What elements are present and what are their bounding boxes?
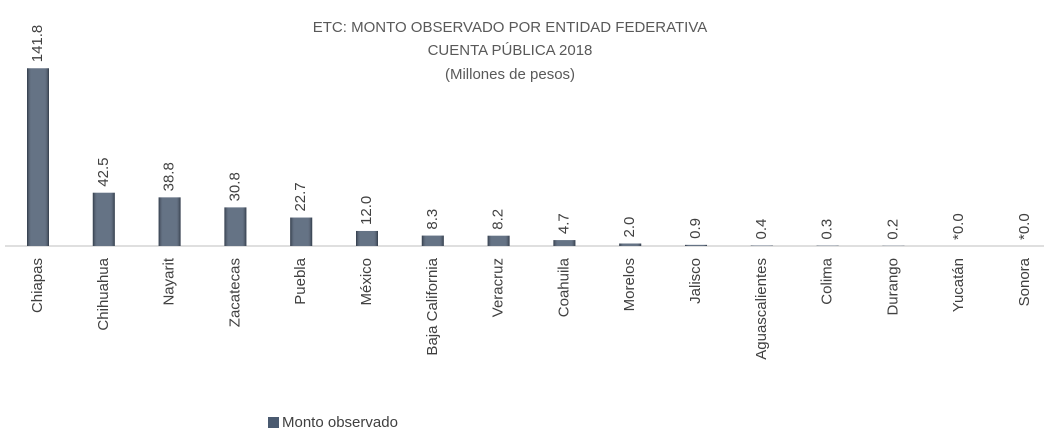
data-label: 30.8 — [226, 172, 243, 201]
legend-label: Monto observado — [282, 414, 398, 431]
chart-units: (Millones de pesos) — [445, 66, 575, 83]
bar-bevel — [487, 235, 510, 246]
x-tick-label: Yucatán — [950, 258, 967, 312]
x-tick-label: Aguascalientes — [753, 258, 770, 360]
chart-title: ETC: MONTO OBSERVADO POR ENTIDAD FEDERAT… — [313, 19, 708, 36]
data-label: 8.3 — [424, 209, 441, 230]
x-tick-label: Chiapas — [29, 258, 46, 313]
x-tick-label: Puebla — [292, 257, 309, 304]
x-tick-label: Zacatecas — [226, 258, 243, 327]
x-tick-label: Durango — [884, 258, 901, 316]
legend-swatch — [268, 417, 279, 428]
data-label: 0.4 — [753, 219, 770, 240]
bar-bevel — [290, 217, 313, 246]
bar-bevel — [92, 192, 115, 246]
x-tick-label: Morelos — [621, 258, 638, 311]
bar-bevel — [158, 197, 181, 246]
bar-bevel — [421, 235, 444, 246]
data-label: 2.0 — [621, 217, 638, 238]
data-label: 0.2 — [884, 219, 901, 240]
bar-bevel — [619, 243, 642, 246]
x-tick-label: Veracruz — [490, 258, 507, 317]
bar-bevel — [553, 240, 576, 246]
data-label: 12.0 — [358, 196, 375, 225]
bar-bevel — [750, 245, 773, 246]
data-label: 0.9 — [687, 218, 704, 239]
x-tick-label: Chihuahua — [95, 257, 112, 330]
bar-bevel — [224, 207, 247, 246]
bar-bevel — [356, 230, 378, 246]
data-label: 141.8 — [29, 25, 46, 63]
x-tick-label: Colima — [819, 257, 836, 304]
data-label: 42.5 — [95, 158, 112, 187]
x-tick-label: Sonora — [1016, 257, 1033, 306]
chart-subtitle: CUENTA PÚBLICA 2018 — [428, 42, 593, 59]
bar-bevel — [27, 68, 49, 246]
data-label: 4.7 — [555, 213, 572, 234]
x-tick-label: México — [358, 258, 375, 306]
data-label: 0.3 — [819, 219, 836, 240]
data-label: 38.8 — [161, 162, 178, 191]
bar-bevel — [685, 244, 707, 246]
data-label: *0.0 — [950, 213, 967, 240]
x-tick-label: Baja California — [424, 257, 441, 355]
x-tick-label: Nayarit — [161, 257, 178, 305]
x-tick-label: Jalisco — [687, 258, 704, 304]
data-label: 22.7 — [292, 182, 309, 211]
data-label: 8.2 — [490, 209, 507, 230]
data-label: *0.0 — [1016, 213, 1033, 240]
x-tick-label: Coahuila — [555, 257, 572, 317]
